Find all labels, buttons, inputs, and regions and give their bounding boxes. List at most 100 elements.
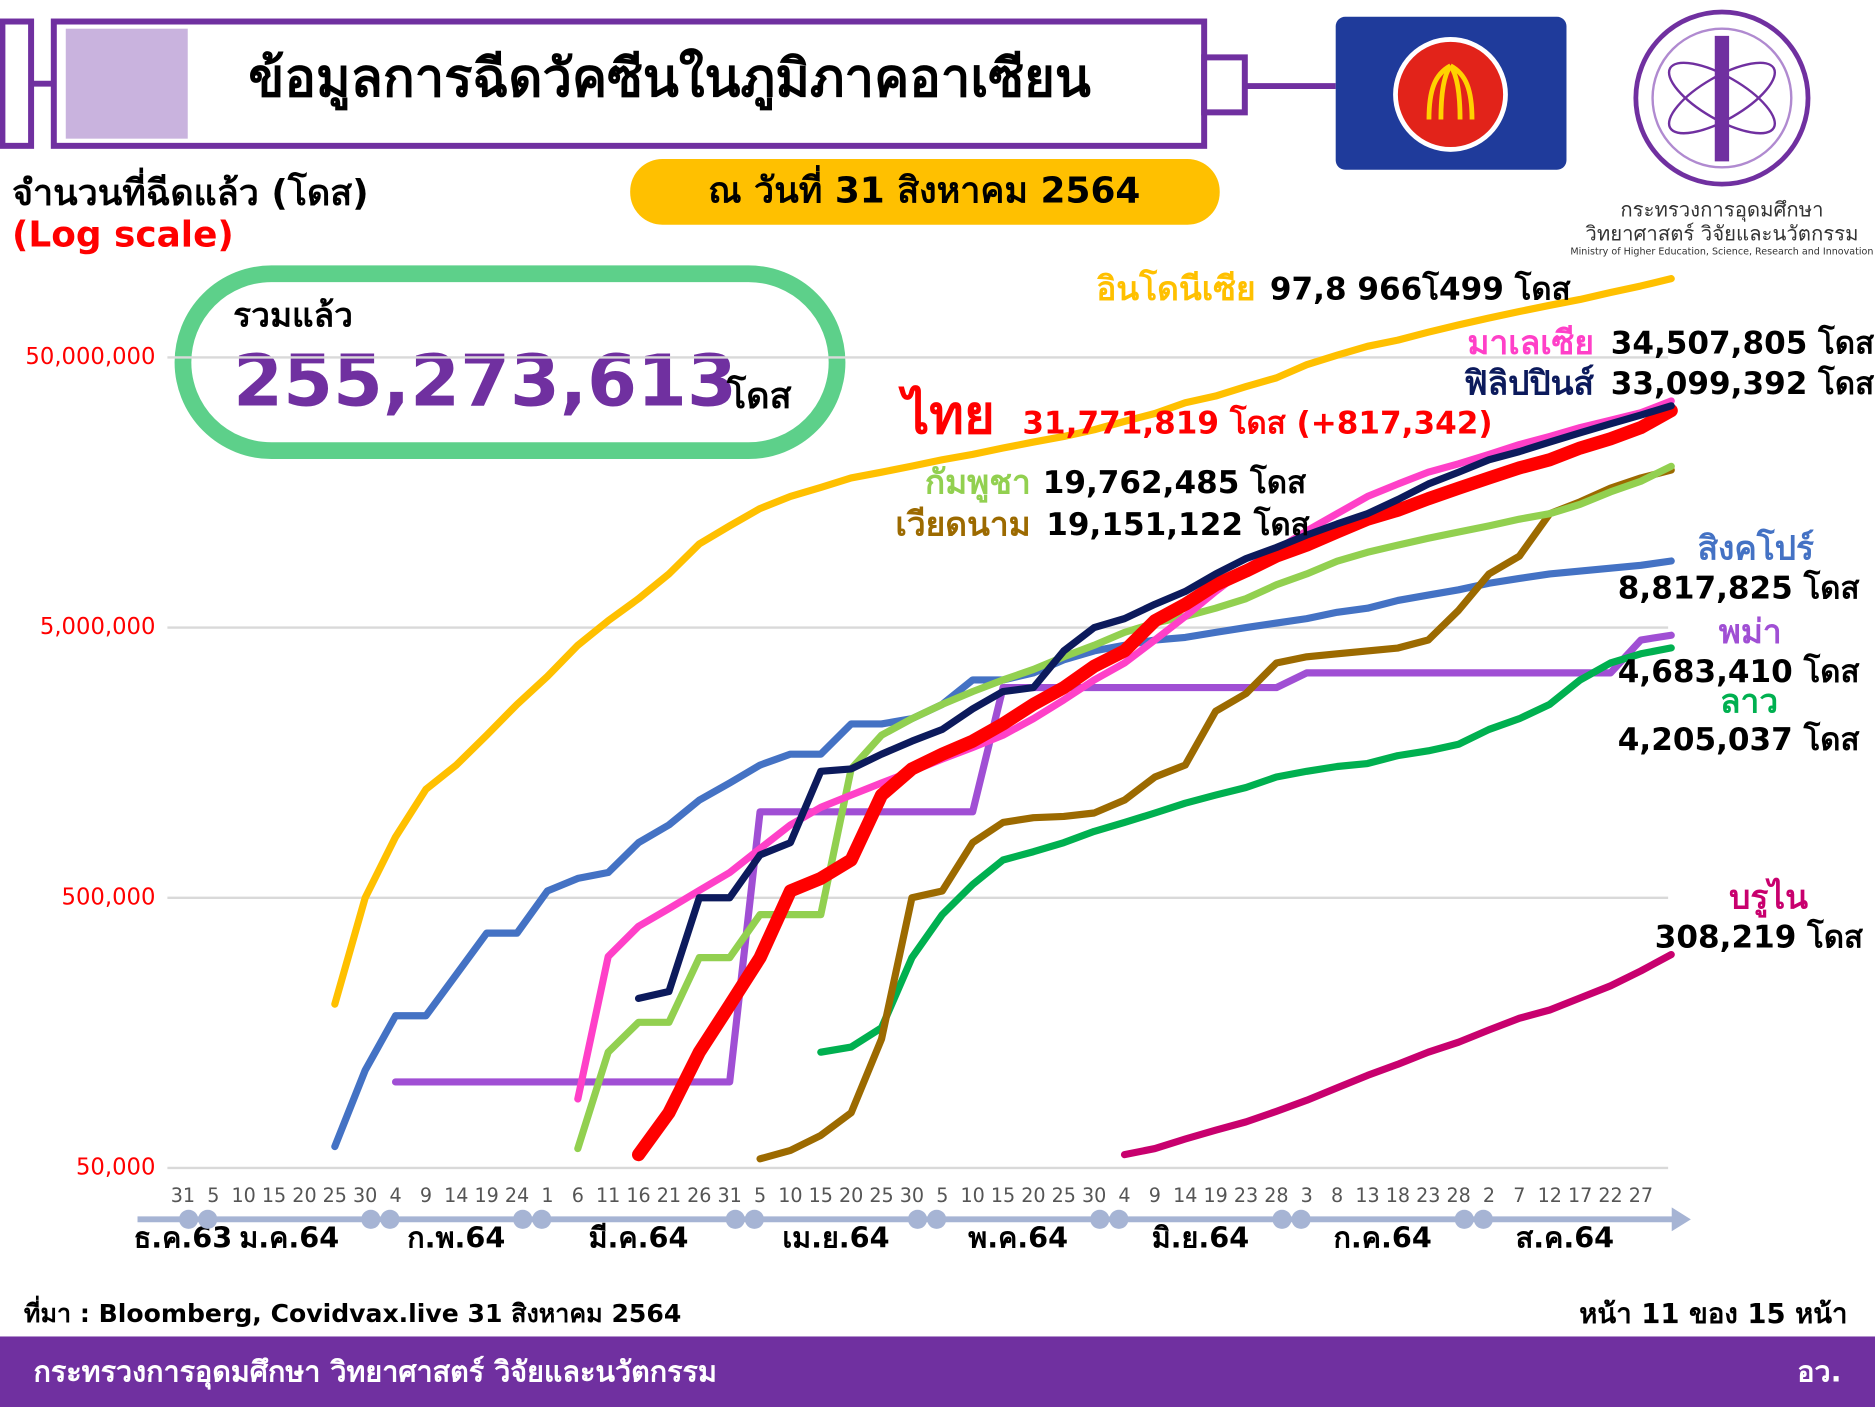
- x-tick-label: 19: [1203, 1184, 1227, 1207]
- month-divider: [198, 1209, 218, 1229]
- x-tick-label: 30: [353, 1184, 377, 1207]
- page-number: หน้า 11 ของ 15 หน้า: [1579, 1298, 1847, 1330]
- x-tick-label: 23: [1234, 1184, 1258, 1207]
- x-tick-label: 25: [869, 1184, 893, 1207]
- x-tick-label: 22: [1598, 1184, 1622, 1207]
- y-axis-label: จำนวนที่ฉีดแล้ว (โดส): [12, 167, 369, 214]
- x-tick-label: 20: [292, 1184, 316, 1207]
- value-label: 31,771,819 โดส (+817,342): [1022, 403, 1492, 441]
- flag-emblem: [1393, 37, 1508, 152]
- total-label: รวมแล้ว: [233, 295, 353, 334]
- hub: [1201, 54, 1248, 116]
- value-label: 19,762,485 โดส: [1043, 463, 1306, 501]
- x-tick-label: 30: [1082, 1184, 1106, 1207]
- month-divider: [1272, 1209, 1292, 1229]
- barrel: [50, 18, 1208, 149]
- series-name: พม่า: [1719, 612, 1782, 651]
- series-line: [331, 275, 1675, 1008]
- x-tick-label: 25: [323, 1184, 347, 1207]
- month-divider: [1090, 1209, 1110, 1229]
- x-tick-label: 15: [991, 1184, 1015, 1207]
- x-tick-label: 10: [960, 1184, 984, 1207]
- x-tick-label: 5: [936, 1184, 948, 1207]
- x-tick-label: 4: [1118, 1184, 1130, 1207]
- series-line: [574, 462, 1675, 1153]
- x-axis-arrow: [1671, 1207, 1691, 1232]
- x-tick-label: 2: [1483, 1184, 1495, 1207]
- value-label: 19,151,122 โดส: [1046, 505, 1309, 543]
- x-tick-label: 9: [420, 1184, 432, 1207]
- month-label: พ.ค.64: [968, 1221, 1068, 1255]
- x-tick-label: 10: [778, 1184, 802, 1207]
- y-tick-label: 50,000,000: [25, 344, 155, 370]
- source: ที่มา : Bloomberg, Covidvax.live 31 สิงห…: [24, 1295, 681, 1328]
- series-line: [574, 397, 1675, 1103]
- series-name: มาเลเซีย: [1467, 323, 1594, 362]
- y-tick-label: 500,000: [62, 884, 156, 910]
- series-name: ไทย: [898, 384, 995, 446]
- x-tick-label: 5: [754, 1184, 766, 1207]
- x-tick-label: 11: [596, 1184, 620, 1207]
- month-divider: [927, 1209, 947, 1229]
- series-name: เวียดนาม: [895, 504, 1030, 543]
- logo-line: วิทยาศาสตร์ วิจัยและนวัตกรรม: [1585, 221, 1859, 245]
- x-tick-label: 24: [505, 1184, 529, 1207]
- x-tick-label: 25: [1052, 1184, 1076, 1207]
- value-label: 4,683,410 โดส: [1618, 652, 1860, 690]
- value-label: 33,099,392 โดส: [1611, 364, 1874, 402]
- series-line: [1120, 950, 1675, 1159]
- month-divider: [725, 1209, 745, 1229]
- series-name: บรูไน: [1729, 877, 1808, 918]
- x-tick-label: 15: [809, 1184, 833, 1207]
- series-line: [631, 404, 1678, 1162]
- value-label: 34,507,805 โดส: [1611, 323, 1874, 361]
- x-tick-label: 10: [232, 1184, 256, 1207]
- log-scale-label: (Log scale): [12, 215, 234, 256]
- barrel-fill: [65, 28, 188, 139]
- asean-flag: [1335, 16, 1567, 170]
- total-box: [174, 265, 846, 460]
- x-tick-label: 5: [207, 1184, 219, 1207]
- month-label: ส.ค.64: [1516, 1221, 1614, 1255]
- footer-bar: [0, 1336, 1875, 1407]
- x-tick-label: 30: [900, 1184, 924, 1207]
- month-label: ม.ค.64: [239, 1221, 339, 1255]
- total-unit: โดส: [726, 374, 792, 417]
- month-divider: [380, 1209, 400, 1229]
- month-label: มี.ค.64: [589, 1221, 689, 1255]
- logo-inner: [1651, 27, 1793, 169]
- logo-line: กระทรวงการอุดมศึกษา: [1620, 197, 1823, 222]
- month-divider: [1473, 1209, 1493, 1229]
- x-tick-label: 15: [262, 1184, 286, 1207]
- x-tick-label: 9: [1149, 1184, 1161, 1207]
- x-tick-label: 23: [1416, 1184, 1440, 1207]
- series-name: อินโดนีเซีย: [1096, 269, 1255, 308]
- title: ข้อมูลการฉีดวัคซีนในภูมิภาคอาเซียน: [248, 47, 1091, 111]
- x-tick-label: 1: [541, 1184, 553, 1207]
- series-name: ลาว: [1720, 681, 1778, 720]
- month-divider: [513, 1209, 533, 1229]
- plunger: [0, 18, 35, 149]
- x-tick-label: 31: [718, 1184, 742, 1207]
- month-divider: [1454, 1209, 1474, 1229]
- x-tick-label: 3: [1301, 1184, 1313, 1207]
- month-divider: [1291, 1209, 1311, 1229]
- logo-line: Ministry of Higher Education, Science, R…: [1570, 247, 1873, 258]
- footer-abbr: อว.: [1797, 1355, 1841, 1389]
- x-tick-label: 16: [626, 1184, 650, 1207]
- x-tick-label: 6: [572, 1184, 584, 1207]
- value-label: 97,8 966โ499 โดส: [1270, 269, 1571, 307]
- month-label: ก.พ.64: [407, 1221, 505, 1255]
- ministry-logo: [1633, 9, 1811, 187]
- x-tick-label: 12: [1538, 1184, 1562, 1207]
- series-line: [331, 557, 1675, 1151]
- month-divider: [1109, 1209, 1129, 1229]
- month-divider: [744, 1209, 764, 1229]
- x-tick-label: 17: [1568, 1184, 1592, 1207]
- syringe: [0, 18, 1336, 149]
- x-tick-label: 18: [1386, 1184, 1410, 1207]
- series-line: [756, 466, 1675, 1163]
- x-tick-label: 7: [1513, 1184, 1525, 1207]
- series-line: [634, 402, 1675, 1002]
